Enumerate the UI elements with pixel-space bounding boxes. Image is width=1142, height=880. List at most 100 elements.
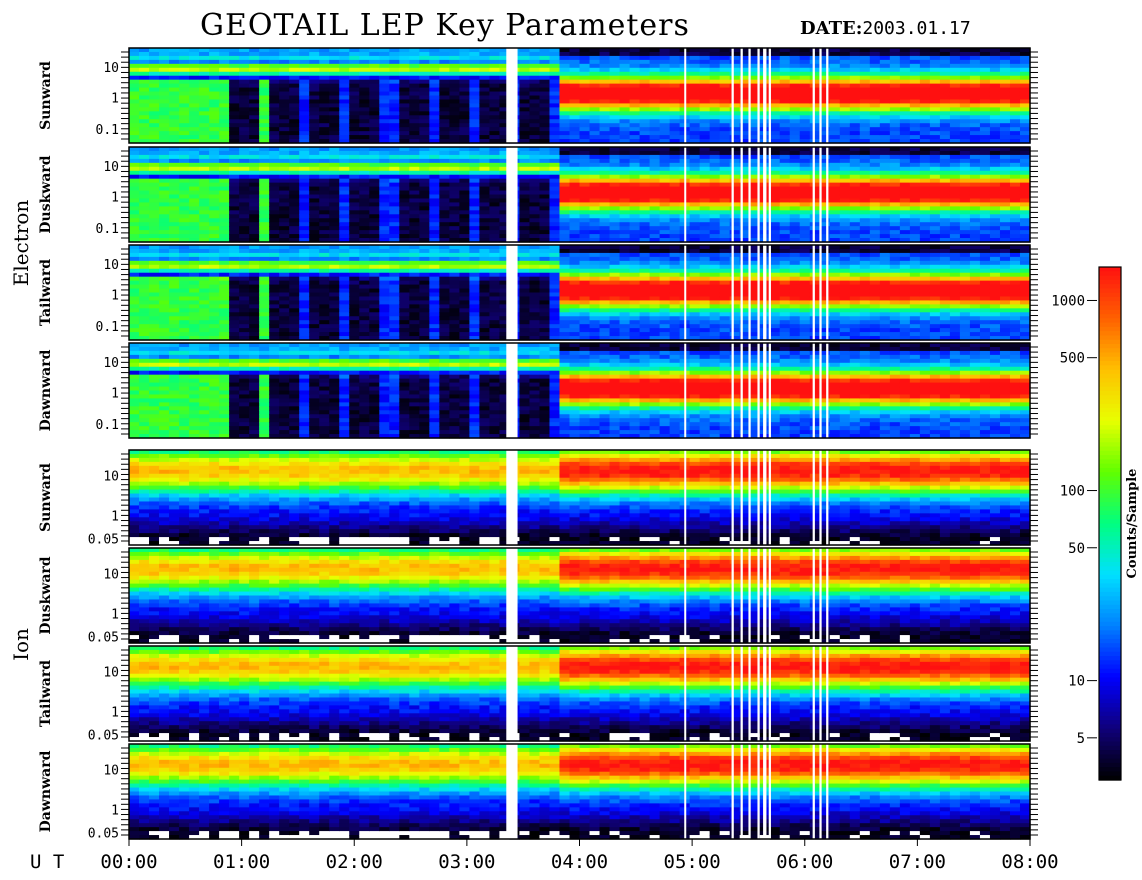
spectrogram-cell — [149, 123, 160, 128]
spectrogram-cell — [129, 234, 140, 239]
spectrogram-cell — [159, 234, 170, 239]
spectrogram-cell — [149, 272, 160, 278]
spectrogram-cell — [549, 119, 561, 124]
spectrogram-cell — [629, 238, 641, 243]
spectrogram-cell — [289, 284, 300, 290]
spectrogram-cell — [569, 198, 581, 204]
spectrogram-cell — [619, 91, 631, 97]
spectrogram-cell — [389, 139, 400, 144]
spectrogram-cell — [219, 147, 230, 152]
spectrogram-cell — [349, 206, 360, 211]
spectrogram-cell — [429, 234, 440, 239]
spectrogram-cell — [569, 147, 581, 152]
spectrogram-cell — [259, 320, 270, 325]
spectrogram-cell — [199, 79, 210, 85]
spectrogram-cell — [309, 119, 320, 124]
spectrogram-cell — [619, 51, 631, 57]
spectrogram-cell — [259, 166, 270, 172]
spectrogram-cell — [199, 324, 210, 329]
spectrogram-cell — [139, 178, 150, 184]
spectrogram-cell — [519, 162, 531, 168]
spectrogram-cell — [989, 202, 1001, 207]
spectrogram-cell — [699, 238, 711, 243]
spectrogram-cell — [909, 115, 921, 120]
data-gap — [731, 48, 734, 143]
spectrogram-cell — [589, 226, 601, 231]
spectrogram-cell — [269, 328, 280, 333]
spectrogram-cell — [129, 328, 140, 333]
spectrogram-cell — [899, 186, 911, 192]
spectrogram-cell — [839, 158, 851, 164]
spectrogram-cell — [449, 55, 460, 61]
spectrogram-cell — [279, 230, 290, 235]
spectrogram-cell — [129, 162, 140, 168]
spectrogram-cell — [139, 222, 150, 227]
spectrogram-cell — [469, 111, 480, 116]
spectrogram-cell — [789, 71, 801, 77]
spectrogram-cell — [319, 308, 330, 313]
spectrogram-cell — [189, 332, 200, 337]
spectrogram-cell — [769, 154, 781, 160]
spectrogram-cell — [499, 59, 511, 65]
spectrogram-cell — [689, 103, 701, 108]
spectrogram-cell — [929, 182, 941, 188]
spectrogram-cell — [599, 170, 611, 176]
spectrogram-cell — [789, 99, 801, 105]
spectrogram-cell — [549, 71, 561, 77]
spectrogram-cell — [169, 264, 180, 270]
spectrogram-cell — [699, 111, 711, 116]
spectrogram-cell — [379, 111, 390, 116]
spectrogram-cell — [609, 123, 621, 128]
spectrogram-cell — [289, 162, 300, 168]
spectrogram-cell — [969, 218, 981, 223]
spectrogram-cell — [879, 75, 891, 81]
spectrogram-cell — [389, 55, 400, 61]
spectrogram-cell — [979, 99, 991, 105]
spectrogram-cell — [299, 268, 310, 274]
spectrogram-cell — [699, 95, 711, 101]
spectrogram-cell — [739, 170, 751, 176]
spectrogram-cell — [619, 48, 631, 53]
spectrogram-cell — [299, 79, 310, 85]
spectrogram-cell — [669, 67, 681, 73]
spectrogram-cell — [559, 174, 571, 180]
spectrogram-cell — [589, 230, 601, 235]
spectrogram-cell — [399, 48, 410, 53]
spectrogram-cell — [489, 63, 501, 69]
spectrogram-cell — [299, 48, 310, 53]
spectrogram-cell — [929, 119, 941, 124]
spectrogram-cell — [219, 162, 230, 168]
spectrogram-cell — [349, 214, 360, 219]
spectrogram-cell — [789, 158, 801, 164]
spectrogram-cell — [989, 107, 1001, 112]
spectrogram-cell — [809, 87, 821, 93]
spectrogram-cell — [169, 328, 180, 333]
spectrogram-cell — [259, 71, 270, 77]
spectrogram-cell — [269, 304, 280, 309]
spectrogram-cell — [629, 63, 641, 69]
spectrogram-cell — [689, 67, 701, 73]
spectrogram-cell — [799, 222, 811, 227]
spectrogram-cell — [289, 332, 300, 337]
spectrogram-cell — [359, 288, 370, 294]
spectrogram-cell — [269, 234, 280, 239]
spectrogram-cell — [469, 67, 480, 73]
spectrogram-cell — [369, 135, 380, 140]
spectrogram-cell — [329, 131, 340, 136]
spectrogram-cell — [259, 162, 270, 168]
spectrogram-cell — [309, 190, 320, 196]
spectrogram-cell — [139, 256, 150, 262]
spectrogram-cell — [329, 202, 340, 207]
spectrogram-cell — [799, 198, 811, 204]
spectrogram-cell — [619, 178, 631, 184]
spectrogram-cell — [379, 170, 390, 176]
spectrogram-cell — [209, 194, 220, 200]
spectrogram-cell — [429, 238, 440, 243]
spectrogram-cell — [719, 222, 731, 227]
spectrogram-cell — [279, 272, 290, 278]
spectrogram-cell — [239, 276, 250, 282]
spectrogram-cell — [199, 75, 210, 81]
spectrogram-cell — [239, 218, 250, 223]
spectrogram-cell — [1009, 67, 1021, 73]
spectrogram-cell — [609, 182, 621, 188]
